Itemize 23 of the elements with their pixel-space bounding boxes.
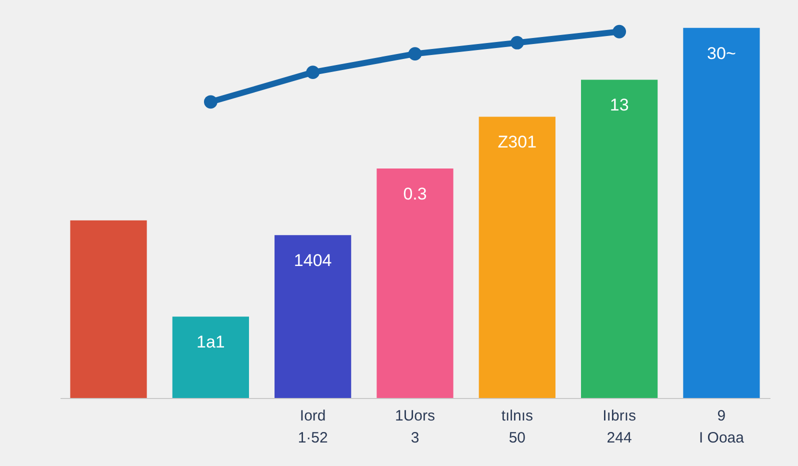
bar <box>172 316 249 398</box>
bar <box>581 80 658 398</box>
bar <box>70 220 147 398</box>
bar <box>376 168 454 398</box>
annotation: 13 <box>610 96 629 115</box>
x-tick-label: Iord 1·52 <box>298 408 328 446</box>
bar <box>478 116 556 398</box>
annotation: 1a1 <box>196 332 225 352</box>
annotation: 0.3 <box>403 184 427 204</box>
x-tick-label: 9 I Ooaa <box>698 408 745 446</box>
annotation: 1404 <box>294 251 332 270</box>
annotation: 30~ <box>707 44 736 63</box>
x-tick-label: tılnıs 50 <box>501 408 533 446</box>
bar <box>274 235 352 398</box>
bar <box>683 28 760 398</box>
point <box>306 66 320 80</box>
point <box>204 95 218 109</box>
x-tick-label: 1Uors 3 <box>394 408 436 446</box>
x-tick-label: Iıbrıs 244 <box>602 408 636 446</box>
point <box>510 36 524 50</box>
point <box>612 24 626 38</box>
annotation: Z301 <box>498 132 537 152</box>
point <box>408 47 422 61</box>
